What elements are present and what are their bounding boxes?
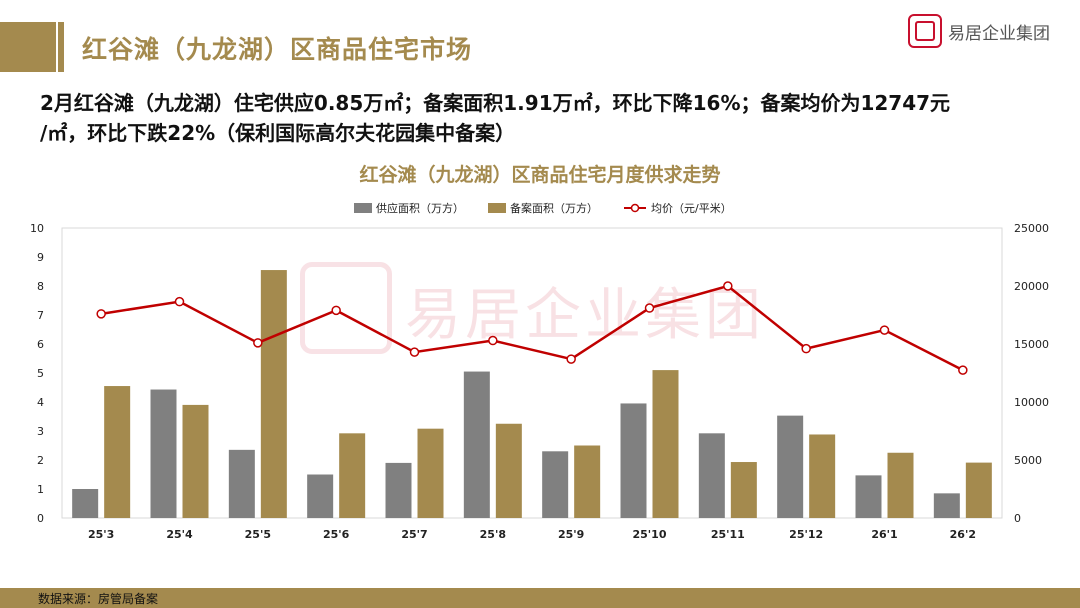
bar-supply bbox=[307, 474, 334, 518]
page-title: 红谷滩（九龙湖）区商品住宅市场 bbox=[82, 35, 473, 64]
y-left-tick-label: 4 bbox=[37, 396, 44, 409]
footer-bar bbox=[0, 588, 1080, 608]
y-right-tick-label: 15000 bbox=[1014, 338, 1049, 351]
summary-line-1: 2月红谷滩（九龙湖）住宅供应0.85万㎡；备案面积1.91万㎡，环比下降16%；… bbox=[40, 91, 951, 115]
x-tick-label: 26'2 bbox=[950, 528, 976, 541]
y-left-tick-label: 2 bbox=[37, 454, 44, 467]
bar-supply bbox=[542, 451, 569, 518]
price-point bbox=[644, 303, 655, 313]
bar-filed bbox=[260, 270, 287, 518]
x-tick-label: 25'5 bbox=[245, 528, 271, 541]
y-left-tick-label: 8 bbox=[37, 280, 44, 293]
price-point bbox=[879, 325, 890, 335]
x-tick-label: 25'3 bbox=[88, 528, 114, 541]
summary-line-2: /㎡，环比下跌22%（保利国际高尔夫花园集中备案） bbox=[40, 121, 516, 145]
seal-icon bbox=[908, 14, 942, 48]
bar-supply bbox=[933, 493, 960, 518]
bar-filed bbox=[887, 452, 914, 518]
y-left-tick-label: 7 bbox=[37, 309, 44, 322]
price-point bbox=[488, 335, 498, 346]
x-tick-label: 25'7 bbox=[401, 528, 427, 541]
y-left-tick-label: 0 bbox=[37, 512, 44, 525]
x-tick-label: 25'12 bbox=[789, 528, 823, 541]
data-source: 数据来源：房管局备案 bbox=[38, 592, 159, 606]
y-right-tick-label: 0 bbox=[1014, 512, 1021, 525]
bar-filed bbox=[809, 434, 836, 518]
price-point bbox=[801, 343, 811, 354]
x-tick-label: 25'10 bbox=[633, 528, 667, 541]
y-left-tick-label: 5 bbox=[37, 367, 44, 380]
x-tick-label: 25'4 bbox=[166, 528, 193, 541]
bar-supply bbox=[385, 462, 412, 518]
legend-label: 备案面积（万方） bbox=[510, 201, 598, 215]
y-left-tick-label: 3 bbox=[37, 425, 44, 438]
legend-swatch bbox=[354, 203, 372, 213]
price-point bbox=[174, 296, 185, 307]
y-left-tick-label: 9 bbox=[37, 251, 44, 264]
y-right-tick-label: 5000 bbox=[1014, 454, 1042, 467]
title-accent-stripe bbox=[58, 22, 64, 72]
y-right-tick-label: 10000 bbox=[1014, 396, 1049, 409]
title-accent-bar bbox=[0, 22, 56, 72]
price-point bbox=[958, 365, 968, 375]
x-tick-label: 25'8 bbox=[480, 528, 506, 541]
bar-supply bbox=[620, 403, 647, 518]
bar-filed bbox=[574, 445, 601, 518]
y-right-tick-label: 25000 bbox=[1014, 222, 1049, 235]
logo-text: 易居企业集团 bbox=[948, 23, 1050, 44]
price-point bbox=[253, 338, 263, 348]
supply-demand-chart: 0 1 2 3 4 5 6 7 8 9 10 0 5000 10000 15000 20000 25000 25'… bbox=[30, 201, 1049, 541]
y-right-tick-label: 20000 bbox=[1014, 280, 1049, 293]
bar-supply bbox=[777, 415, 804, 518]
price-point bbox=[723, 281, 733, 291]
bar-supply bbox=[228, 449, 255, 518]
bar-filed bbox=[417, 428, 444, 518]
legend-swatch bbox=[488, 203, 506, 213]
bar-filed bbox=[339, 433, 366, 518]
x-tick-label: 25'11 bbox=[711, 528, 745, 541]
y-left-tick-label: 1 bbox=[37, 483, 44, 496]
bar-supply bbox=[855, 475, 882, 518]
bar-filed bbox=[965, 462, 992, 518]
plot-area bbox=[61, 227, 1003, 519]
legend-label: 供应面积（万方） bbox=[376, 201, 464, 215]
price-point bbox=[409, 347, 420, 357]
bar-supply bbox=[72, 489, 99, 518]
bar-filed bbox=[495, 423, 522, 518]
x-tick-label: 26'1 bbox=[871, 528, 897, 541]
summary-text: 2月红谷滩（九龙湖）住宅供应0.85万㎡；备案面积1.91万㎡，环比下降16%；… bbox=[40, 88, 1060, 148]
bar-supply bbox=[150, 389, 177, 518]
bar-filed bbox=[182, 404, 209, 518]
bar-supply bbox=[698, 433, 725, 518]
price-point bbox=[566, 354, 576, 364]
legend-marker bbox=[630, 203, 640, 213]
legend-label: 均价（元/平米） bbox=[651, 202, 732, 215]
y-left-tick-label: 10 bbox=[30, 222, 44, 235]
x-tick-label: 25'6 bbox=[323, 528, 350, 541]
price-line bbox=[100, 284, 964, 372]
company-logo: 易居企业集团 bbox=[908, 14, 1050, 48]
y-left-tick-label: 6 bbox=[37, 338, 44, 351]
bar-filed bbox=[652, 370, 679, 518]
bar-filed bbox=[104, 386, 131, 518]
price-point bbox=[331, 305, 341, 316]
bar-supply bbox=[463, 371, 490, 518]
chart-title: 红谷滩（九龙湖）区商品住宅月度供求走势 bbox=[359, 164, 721, 186]
x-tick-label: 25'9 bbox=[558, 528, 584, 541]
bar-filed bbox=[730, 462, 757, 518]
price-point bbox=[96, 309, 106, 319]
